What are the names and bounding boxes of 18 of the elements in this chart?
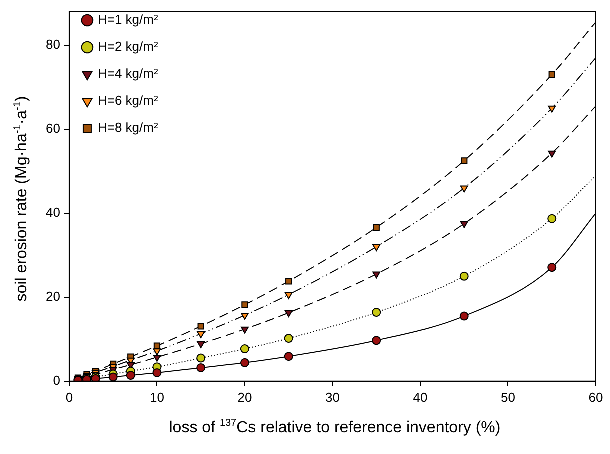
x-tick-label: 50 bbox=[501, 390, 516, 405]
x-tick-label: 20 bbox=[238, 390, 252, 405]
legend-label: H=8 kg/m² bbox=[98, 120, 159, 136]
x-axis-title: loss of $^{137}$Cs relative to reference inventory (%) bbox=[168, 418, 502, 438]
x-tick-label: 40 bbox=[413, 390, 428, 405]
x-tick-label: 0 bbox=[66, 390, 74, 405]
y-tick-label: 80 bbox=[46, 36, 60, 52]
y-tick-label: 40 bbox=[46, 204, 60, 220]
legend-label: H=1 kg/m² bbox=[98, 12, 159, 28]
legend-label: H=2 kg/m² bbox=[98, 39, 159, 54]
y-tick-label: 0 bbox=[53, 372, 60, 388]
y-tick-label: 60 bbox=[46, 120, 60, 136]
x-tick-label: 30 bbox=[325, 390, 340, 405]
x-tick-label: 60 bbox=[588, 390, 604, 405]
legend-label: H=4 kg/m² bbox=[98, 66, 159, 82]
y-tick-label: 20 bbox=[46, 288, 60, 304]
legend-label: H=6 kg/m² bbox=[98, 93, 159, 108]
x-tick-label: 10 bbox=[150, 390, 164, 405]
